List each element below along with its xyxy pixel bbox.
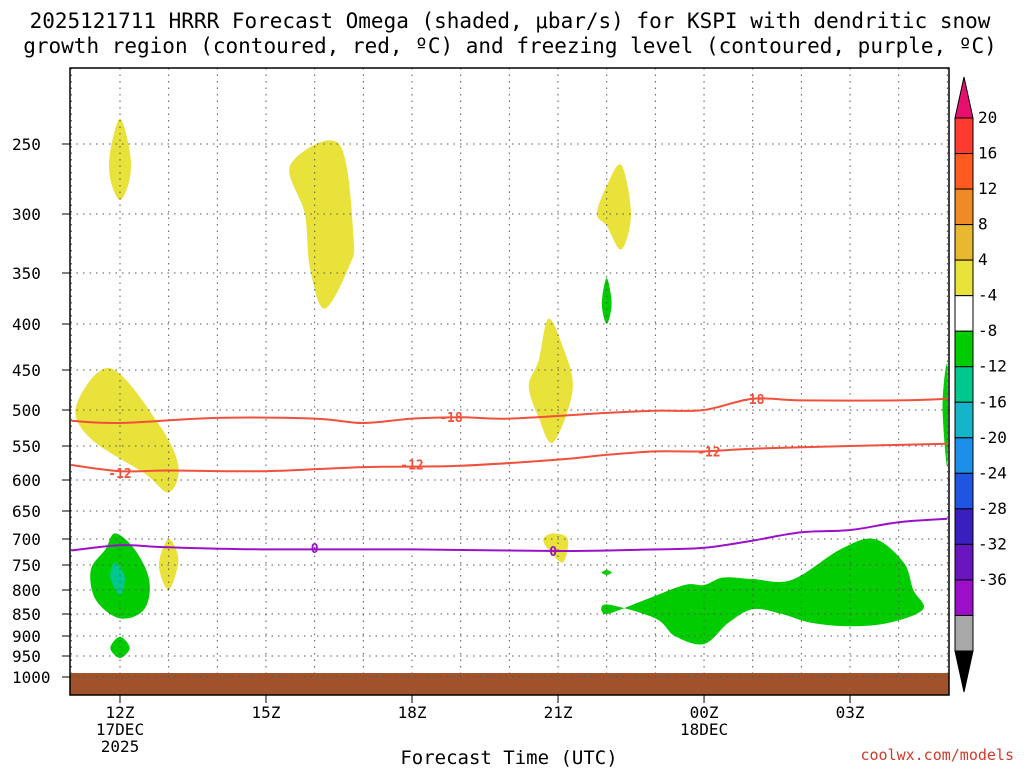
- omega-shading: [75, 118, 948, 659]
- omega-plus-4-d: [75, 367, 179, 493]
- x-tick-label-0-1: 17DEC: [96, 720, 144, 739]
- omega-plus-4-f: [158, 538, 179, 591]
- y-tick-label-300: 300: [12, 205, 41, 224]
- y-tick-label-950: 950: [12, 647, 41, 666]
- y-tick-label-500: 500: [12, 401, 41, 420]
- colorbar-label-8: -16: [978, 392, 1007, 411]
- y-tick-label-550: 550: [12, 437, 41, 456]
- y-tick-label-650: 650: [12, 502, 41, 521]
- x-tick-label-15-0: 03Z: [836, 703, 865, 722]
- omega-plus-4-g: [543, 533, 569, 563]
- omega-minus-4-f: [601, 538, 924, 645]
- chart-title-line-2: growth region (contoured, red, ºC) and f…: [23, 34, 997, 58]
- colorbar-label-1: 16: [978, 144, 997, 163]
- freezing-level-label-0: 0: [311, 542, 319, 557]
- y-tick-label-900: 900: [12, 627, 41, 646]
- omega-minus-4-c: [601, 278, 612, 324]
- dgz-minus-18-label-1: -18: [741, 393, 765, 408]
- x-tick-label-6-0: 18Z: [398, 703, 427, 722]
- colorbar-band-14: [954, 614, 974, 652]
- colorbar-band-3: [954, 224, 974, 261]
- colorbar-top-arrow: [954, 76, 974, 119]
- colorbar-label-12: -32: [978, 534, 1007, 553]
- colorbar-label-0: 20: [978, 108, 997, 127]
- colorbar-label-3: 8: [978, 215, 988, 234]
- dgz-minus-12-label-0: -12: [108, 467, 131, 482]
- colorbar-label-7: -12: [978, 357, 1007, 376]
- omega-colorbar: 20 16 12 8 4 -4 -8 -12 -16 -20 -24 -28 -32 -36: [954, 76, 1007, 693]
- colorbar-band-4: [954, 259, 974, 297]
- dgz-minus-12-label-2: -12: [697, 445, 720, 460]
- colorbar-label-10: -24: [978, 463, 1007, 482]
- x-tick-label-9-0: 21Z: [544, 703, 573, 722]
- freezing-level-line: [71, 517, 948, 553]
- chart-title-line-1: 2025121711 HRRR Forecast Omega (shaded, …: [30, 9, 991, 33]
- y-tick-label-1000: 1000: [12, 668, 51, 687]
- x-axis-title: Forecast Time (UTC): [400, 747, 617, 768]
- y-tick-label-800: 800: [12, 581, 41, 600]
- colorbar-band-6: [954, 330, 974, 368]
- colorbar-label-11: -28: [978, 499, 1007, 518]
- omega-minus-4-d: [601, 570, 612, 575]
- dgz-minus-12-line: [71, 442, 948, 473]
- colorbar-label-5: -4: [978, 286, 997, 305]
- y-tick-label-400: 400: [12, 315, 41, 334]
- x-tick-label-12-0: 00Z: [690, 703, 719, 722]
- colorbar-bottom-arrow: [954, 650, 974, 693]
- colorbar-label-13: -36: [978, 570, 1007, 589]
- freezing-level-label-1: 0: [549, 545, 557, 560]
- ground-layer: [70, 673, 949, 695]
- colorbar-label-4: 4: [978, 250, 988, 269]
- y-tick-label-450: 450: [12, 361, 41, 380]
- colorbar-band-5: [954, 295, 974, 332]
- colorbar-band-10: [954, 472, 974, 510]
- dgz-minus-12-label-1: -12: [400, 458, 423, 473]
- colorbar-band-2: [954, 188, 974, 226]
- omega-minus-4-e: [942, 363, 948, 468]
- y-tick-label-600: 600: [12, 471, 41, 490]
- temperature-contours: -18 -18 -12 -12 -12 0 0: [71, 393, 948, 560]
- colorbar-label-9: -20: [978, 428, 1007, 447]
- colorbar-band-8: [954, 401, 974, 439]
- plot-axes: 250 300 350 400 450 500 550 600 650 700 750 800 850 9…: [12, 135, 865, 756]
- x-tick-label-3-0: 15Z: [252, 703, 281, 722]
- plot-frame: [69, 67, 950, 696]
- y-tick-label-350: 350: [12, 264, 41, 283]
- colorbar-band-13: [954, 579, 974, 616]
- colorbar-band-7: [954, 366, 974, 403]
- omega-plus-4-e: [528, 318, 573, 444]
- dgz-minus-18-line: [71, 397, 948, 425]
- x-tick-label-12-1: 18DEC: [680, 720, 728, 739]
- colorbar-band-0: [954, 117, 974, 155]
- x-tick-label-0-2: 2025: [101, 737, 140, 756]
- colorbar-band-12: [954, 543, 974, 581]
- colorbar-band-9: [954, 437, 974, 474]
- dgz-minus-18-label-0: -18: [439, 411, 463, 426]
- colorbar-label-2: 12: [978, 179, 997, 198]
- source-credit: coolwx.com/models: [860, 746, 1014, 764]
- colorbar-band-1: [954, 153, 974, 190]
- y-tick-label-700: 700: [12, 530, 41, 549]
- y-tick-label-250: 250: [12, 135, 41, 154]
- omega-minus-8-a: [110, 562, 126, 595]
- omega-plus-4-c: [597, 164, 631, 250]
- ground-fill: [70, 673, 949, 695]
- y-tick-label-850: 850: [12, 605, 41, 624]
- colorbar-band-11: [954, 508, 974, 545]
- omega-plus-4-b: [289, 140, 355, 309]
- y-tick-label-750: 750: [12, 556, 41, 575]
- x-tick-label-0-0: 12Z: [106, 703, 135, 722]
- colorbar-label-6: -8: [978, 321, 997, 340]
